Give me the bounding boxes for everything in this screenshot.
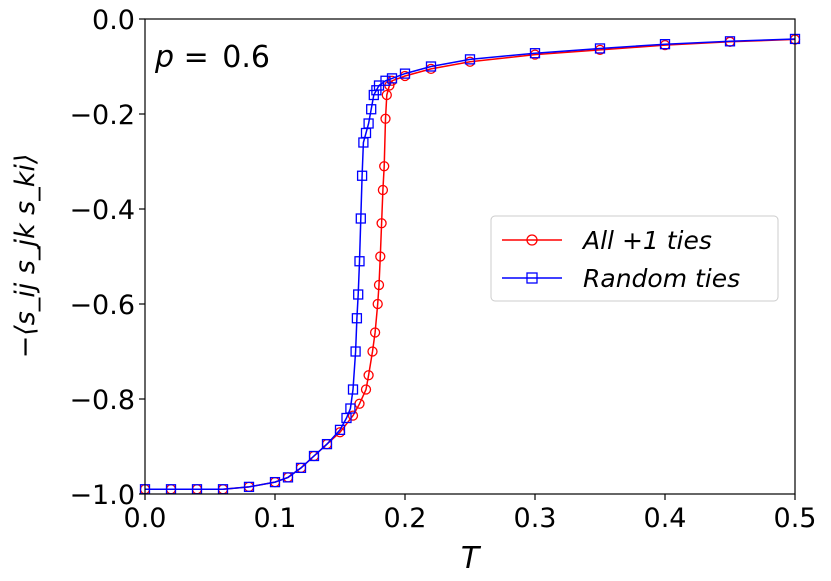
data-point <box>425 61 437 72</box>
y-tick-label: −1.0 <box>69 480 135 511</box>
annotation-label: p = <box>154 40 218 75</box>
legend-box <box>490 215 779 302</box>
y-tick-label: −0.4 <box>69 195 135 226</box>
data-point <box>366 104 377 115</box>
data-point <box>360 384 372 395</box>
legend-marker-square <box>526 272 538 284</box>
y-tick-label: −0.8 <box>69 385 135 416</box>
data-point <box>379 161 390 172</box>
data-point <box>367 346 378 357</box>
data-point <box>386 73 398 84</box>
data-point <box>269 476 281 488</box>
y-tick-label: 0.0 <box>92 5 135 36</box>
x-tick-label: 0.4 <box>644 503 687 534</box>
data-point <box>380 113 391 124</box>
plot-frame <box>144 18 796 495</box>
data-point <box>243 481 255 493</box>
data-point <box>464 54 476 65</box>
data-point <box>399 68 411 79</box>
data-point <box>334 424 346 436</box>
data-point <box>295 462 307 474</box>
data-point <box>355 213 366 224</box>
data-point <box>345 403 356 414</box>
data-point <box>594 43 606 54</box>
data-point <box>381 89 392 101</box>
x-tick-label: 0.5 <box>774 503 817 534</box>
plot-area <box>139 33 801 495</box>
y-axis-label: −⟨s_ij s_jk s_ki⟩ <box>10 154 41 359</box>
legend-item-all-plus1-ties: All +1 ties <box>502 226 712 255</box>
data-point <box>375 251 386 262</box>
data-point <box>372 298 383 310</box>
data-point <box>354 256 365 267</box>
x-axis-label: T <box>461 541 482 576</box>
data-point <box>356 170 368 181</box>
data-point <box>529 48 541 59</box>
legend-item-random-ties: Random ties <box>502 264 740 293</box>
y-axis: −1.0 −0.8 −0.6 −0.4 −0.2 0.0 <box>69 5 145 511</box>
data-point <box>282 472 294 483</box>
data-point <box>724 36 736 47</box>
data-point <box>373 279 385 291</box>
y-tick-label: −0.2 <box>69 100 135 131</box>
data-point <box>347 384 359 395</box>
data-point <box>376 218 387 229</box>
svg-text:p = 0.6: p = 0.6 <box>154 40 270 75</box>
data-point <box>347 410 359 421</box>
x-tick-label: 0.3 <box>514 503 557 534</box>
y-tick-label: −0.6 <box>69 290 135 321</box>
p-annotation: p = 0.6 <box>154 40 270 75</box>
data-point <box>363 118 374 129</box>
legend-marker-circle <box>526 234 538 246</box>
series-1 <box>139 33 801 495</box>
data-point <box>350 346 361 357</box>
data-point <box>308 450 320 462</box>
data-point <box>353 289 364 300</box>
x-axis: 0.0 0.1 0.2 0.3 0.4 0.5 <box>124 494 817 534</box>
legend-label-0: All +1 ties <box>581 226 712 255</box>
data-point <box>363 370 374 381</box>
legend-label-1: Random ties <box>583 264 740 293</box>
data-point <box>377 184 389 196</box>
data-point <box>380 75 391 86</box>
annotation-value: 0.6 <box>222 40 270 75</box>
x-tick-label: 0.1 <box>254 503 297 534</box>
data-point <box>659 39 671 50</box>
data-point <box>351 313 363 324</box>
data-point <box>321 438 333 450</box>
legend: All +1 ties Random ties <box>490 215 779 302</box>
data-point <box>369 327 381 338</box>
x-tick-label: 0.0 <box>124 503 167 534</box>
x-tick-label: 0.2 <box>384 503 427 534</box>
series-line-1 <box>145 38 796 491</box>
